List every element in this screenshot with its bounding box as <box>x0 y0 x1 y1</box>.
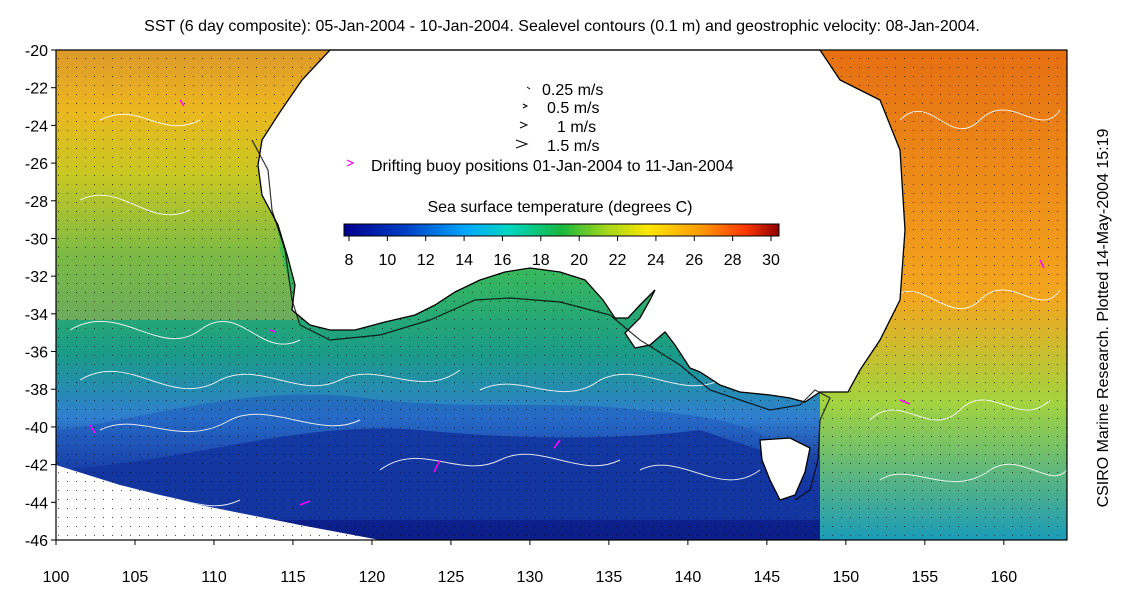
lon-tick-label: 135 <box>596 569 623 586</box>
velocity-label-15: 1.5 m/s <box>547 138 599 155</box>
lat-tick-label: -32 <box>25 269 48 286</box>
colorbar-tick-label: 28 <box>724 252 742 269</box>
map-title: SST (6 day composite): 05-Jan-2004 - 10-… <box>144 18 980 35</box>
lat-tick-label: -20 <box>25 43 48 60</box>
velocity-label-1: 1 m/s <box>557 119 596 136</box>
velocity-legend: 0.25 m/s 0.5 m/s 1 m/s 1.5 m/s Drifting … <box>346 82 734 175</box>
shelf-edge-line <box>251 139 831 501</box>
colorbar-tick-label: 8 <box>345 252 354 269</box>
lon-tick-label: 115 <box>280 569 306 586</box>
lon-tick-label: 100 <box>43 569 70 586</box>
velocity-arrow-05 <box>522 103 529 109</box>
velocity-arrow-1 <box>519 121 529 129</box>
colorbar-tick-label: 12 <box>417 252 435 269</box>
lat-tick-label: -44 <box>25 495 48 512</box>
lat-tick-label: -30 <box>25 231 48 248</box>
colorbar-tick-label: 24 <box>647 252 665 269</box>
lat-tick-label: -34 <box>25 307 48 324</box>
colorbar-gradient <box>343 223 780 237</box>
colorbar-tick-label: 30 <box>762 252 780 269</box>
lat-tick-label: -22 <box>25 81 48 98</box>
colorbar-tick-label: 18 <box>532 252 550 269</box>
latitude-axis: -20 -22 -24 -26 -28 -30 -32 -34 -36 -38 -40 -42 -44 -… <box>25 43 56 550</box>
colorbar-tick-label: 10 <box>378 252 396 269</box>
buoy-tracks <box>89 99 1045 506</box>
colorbar-tick-label: 16 <box>494 252 512 269</box>
colorbar-tick-label: 22 <box>609 252 627 269</box>
lon-tick-label: 130 <box>517 569 544 586</box>
longitude-axis: 100 105 110 115 120 125 130 135 140 145 150 155 160 <box>43 540 1017 586</box>
lon-tick-label: 140 <box>675 569 702 586</box>
sealevel-contours <box>69 109 1067 507</box>
velocity-arrow-15 <box>515 139 529 149</box>
lon-tick-label: 145 <box>754 569 781 586</box>
colorbar-tick-label: 20 <box>570 252 588 269</box>
lon-tick-label: 105 <box>122 569 149 586</box>
lat-tick-label: -42 <box>25 458 48 475</box>
colorbar-ticks: 8 10 12 14 16 18 20 22 24 26 28 30 <box>345 236 780 269</box>
lat-tick-label: -46 <box>25 533 48 550</box>
colorbar-tick-label: 26 <box>685 252 703 269</box>
sst-colorbar: Sea surface temperature (degrees C) 8 10 1… <box>343 199 780 269</box>
buoy-label: Drifting buoy positions 01-Jan-2004 to 1… <box>371 158 734 175</box>
lat-tick-label: -36 <box>25 345 48 362</box>
tasmania <box>759 437 811 501</box>
colorbar-title: Sea surface temperature (degrees C) <box>427 199 692 216</box>
lat-tick-label: -26 <box>25 156 48 173</box>
velocity-label-05: 0.5 m/s <box>547 100 599 117</box>
lon-tick-label: 150 <box>832 569 859 586</box>
lon-tick-label: 120 <box>359 569 386 586</box>
lat-tick-label: -40 <box>25 420 48 437</box>
lon-tick-label: 125 <box>438 569 465 586</box>
map-frame <box>55 49 1068 541</box>
lat-tick-label: -24 <box>25 118 48 135</box>
lon-tick-label: 110 <box>201 569 227 586</box>
velocity-arrow-025 <box>526 86 531 90</box>
lat-tick-label: -28 <box>25 194 48 211</box>
colorbar-tick-label: 14 <box>455 252 473 269</box>
lon-tick-label: 160 <box>990 569 1017 586</box>
velocity-label-025: 0.25 m/s <box>542 82 603 99</box>
lat-tick-label: -38 <box>25 382 48 399</box>
lon-tick-label: 155 <box>911 569 938 586</box>
buoy-marker-icon <box>346 159 355 167</box>
